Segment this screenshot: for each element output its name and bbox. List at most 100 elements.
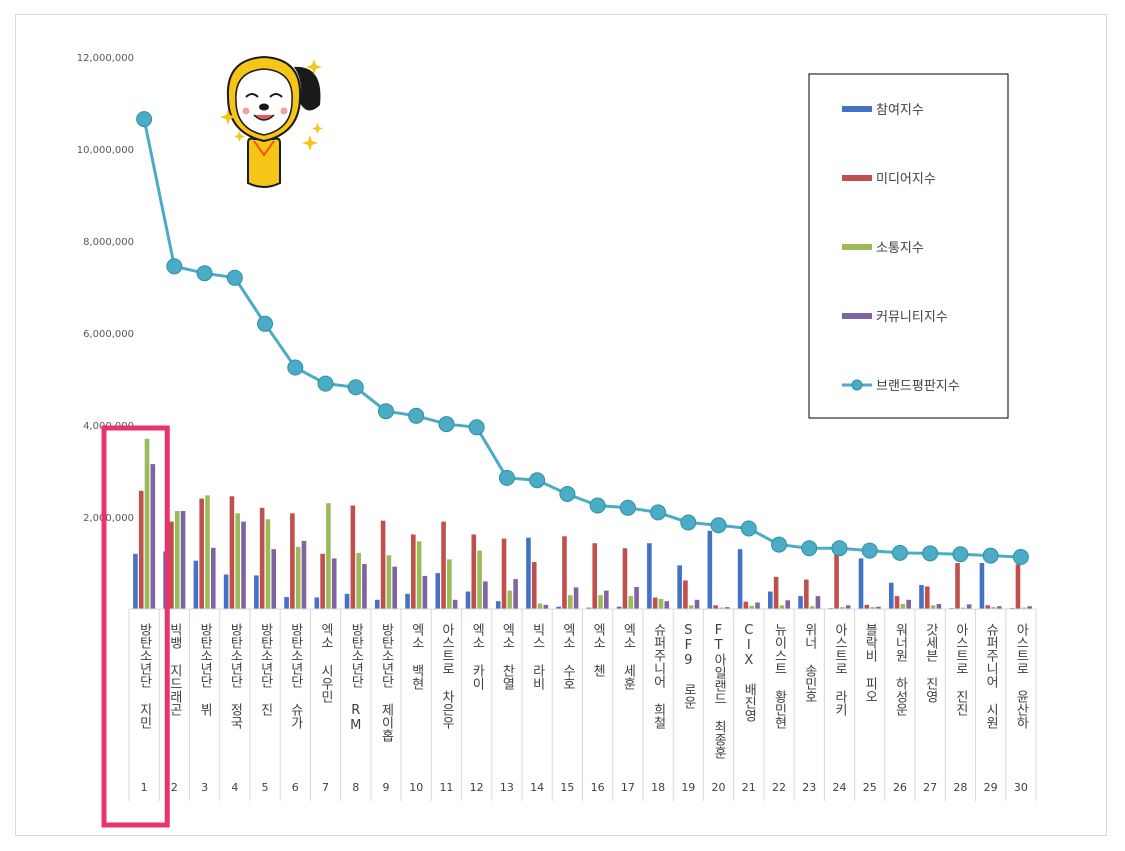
chart-frame: 2,000,000 4,000,000 6,000,000 8,000,000 10,0…: [15, 14, 1107, 836]
category-label-7: 엑소 시우민: [318, 623, 333, 703]
point-브랜드평판지수-7: [317, 375, 334, 392]
bar-미디어지수-2: [169, 521, 174, 609]
bar-참여지수-10: [405, 593, 410, 609]
bar-참여지수-1: [133, 553, 138, 609]
bar-소통지수-28: [961, 607, 966, 609]
category-label-27: 갓세븐 진영: [923, 623, 938, 703]
y-tick-label: 8,000,000: [83, 237, 134, 248]
point-브랜드평판지수-27: [922, 545, 939, 562]
bar-커뮤니티지수-3: [210, 547, 216, 609]
highlight-box: [101, 425, 170, 828]
bar-미디어지수-4: [229, 496, 235, 609]
bar-소통지수-30: [1021, 607, 1027, 609]
category-label-20: FT아일랜드 최종훈: [711, 623, 726, 759]
bar-미디어지수-19: [683, 580, 688, 609]
bar-커뮤니티지수-24: [845, 605, 851, 609]
category-rank-8: 8: [352, 781, 359, 794]
category-rank-15: 15: [560, 781, 574, 794]
bar-참여지수-15: [556, 606, 561, 609]
bar-참여지수-18: [647, 543, 652, 609]
bar-미디어지수-3: [199, 498, 204, 609]
bar-소통지수-12: [477, 550, 482, 609]
bar-미디어지수-28: [955, 563, 960, 609]
bar-커뮤니티지수-21: [755, 602, 760, 609]
category-label-21: CIX 배진영: [741, 623, 756, 722]
bar-커뮤니티지수-25: [876, 606, 881, 609]
category-rank-30: 30: [1014, 781, 1028, 794]
bar-미디어지수-9: [380, 520, 386, 609]
bar-커뮤니티지수-17: [634, 586, 639, 609]
bar-참여지수-22: [768, 591, 773, 609]
bar-참여지수-17: [616, 606, 622, 609]
category-label-26: 워너원 하성운: [892, 623, 907, 716]
category-label-10: 엑소 백현: [409, 623, 424, 690]
category-rank-27: 27: [923, 781, 937, 794]
category-label-22: 뉴이스트 황민현: [772, 623, 787, 729]
bar-소통지수-22: [779, 605, 785, 609]
point-브랜드평판지수-16: [589, 497, 606, 514]
bar-소통지수-13: [507, 590, 513, 609]
legend-label-참여지수: 참여지수: [876, 103, 924, 118]
bar-소통지수-3: [205, 495, 210, 609]
bar-미디어지수-6: [290, 513, 295, 609]
bar-커뮤니티지수-16: [604, 590, 609, 609]
point-브랜드평판지수-14: [529, 472, 546, 489]
y-tick-label: 12,000,000: [77, 53, 134, 64]
bar-소통지수-4: [235, 513, 241, 609]
bar-소통지수-23: [809, 606, 815, 609]
bar-참여지수-7: [314, 597, 320, 609]
point-브랜드평판지수-13: [498, 469, 515, 486]
point-브랜드평판지수-22: [771, 536, 788, 553]
category-rank-13: 13: [500, 781, 514, 794]
bar-미디어지수-8: [350, 505, 356, 609]
category-label-3: 방탄소년단 뷔: [197, 623, 212, 716]
bar-소통지수-16: [598, 595, 603, 609]
bar-커뮤니티지수-14: [543, 604, 549, 609]
point-브랜드평판지수-11: [438, 416, 455, 433]
bar-미디어지수-25: [864, 604, 870, 609]
bar-미디어지수-22: [773, 576, 779, 609]
line-series: [136, 111, 1029, 566]
category-label-13: 엑소 찬열: [499, 623, 514, 690]
bar-커뮤니티지수-4: [241, 521, 246, 609]
category-rank-6: 6: [292, 781, 299, 794]
bar-참여지수-21: [737, 549, 743, 609]
bar-커뮤니티지수-6: [301, 540, 307, 609]
point-브랜드평판지수-26: [891, 544, 908, 561]
bar-소통지수-24: [840, 607, 845, 609]
bar-미디어지수-18: [652, 597, 658, 609]
legend-swatch-참여지수: [842, 106, 872, 112]
point-브랜드평판지수-18: [650, 504, 667, 521]
bar-커뮤니티지수-30: [1027, 606, 1032, 609]
category-rank-1: 1: [141, 781, 148, 794]
category-label-17: 엑소 세훈: [620, 623, 635, 690]
bar-미디어지수-23: [804, 579, 809, 609]
bar-미디어지수-7: [320, 553, 325, 609]
bar-커뮤니티지수-27: [936, 603, 942, 609]
bar-소통지수-19: [688, 605, 694, 609]
bar-커뮤니티지수-13: [513, 579, 518, 609]
bar-참여지수-20: [707, 530, 713, 609]
bar-미디어지수-26: [894, 596, 900, 609]
bar-참여지수-19: [677, 565, 682, 609]
bar-참여지수-12: [465, 591, 471, 609]
category-rank-22: 22: [772, 781, 786, 794]
legend-label-커뮤니티지수: 커뮤니티지수: [876, 310, 948, 325]
category-rank-9: 9: [382, 781, 389, 794]
category-label-29: 슈퍼주니어 시원: [983, 623, 998, 729]
bar-소통지수-7: [326, 503, 331, 609]
legend-label-브랜드평판지수: 브랜드평판지수: [876, 379, 960, 394]
point-브랜드평판지수-19: [680, 514, 697, 531]
point-브랜드평판지수-8: [347, 379, 364, 396]
category-rank-18: 18: [651, 781, 665, 794]
category-rank-7: 7: [322, 781, 329, 794]
bar-참여지수-13: [495, 601, 501, 609]
category-rank-17: 17: [621, 781, 635, 794]
y-tick-label: 2,000,000: [83, 513, 134, 524]
category-label-18: 슈퍼주니어 희철: [651, 623, 666, 729]
category-rank-26: 26: [893, 781, 907, 794]
point-브랜드평판지수-10: [408, 407, 425, 424]
category-rank-20: 20: [712, 781, 726, 794]
bar-소통지수-25: [870, 607, 875, 609]
point-브랜드평판지수-21: [740, 520, 757, 537]
